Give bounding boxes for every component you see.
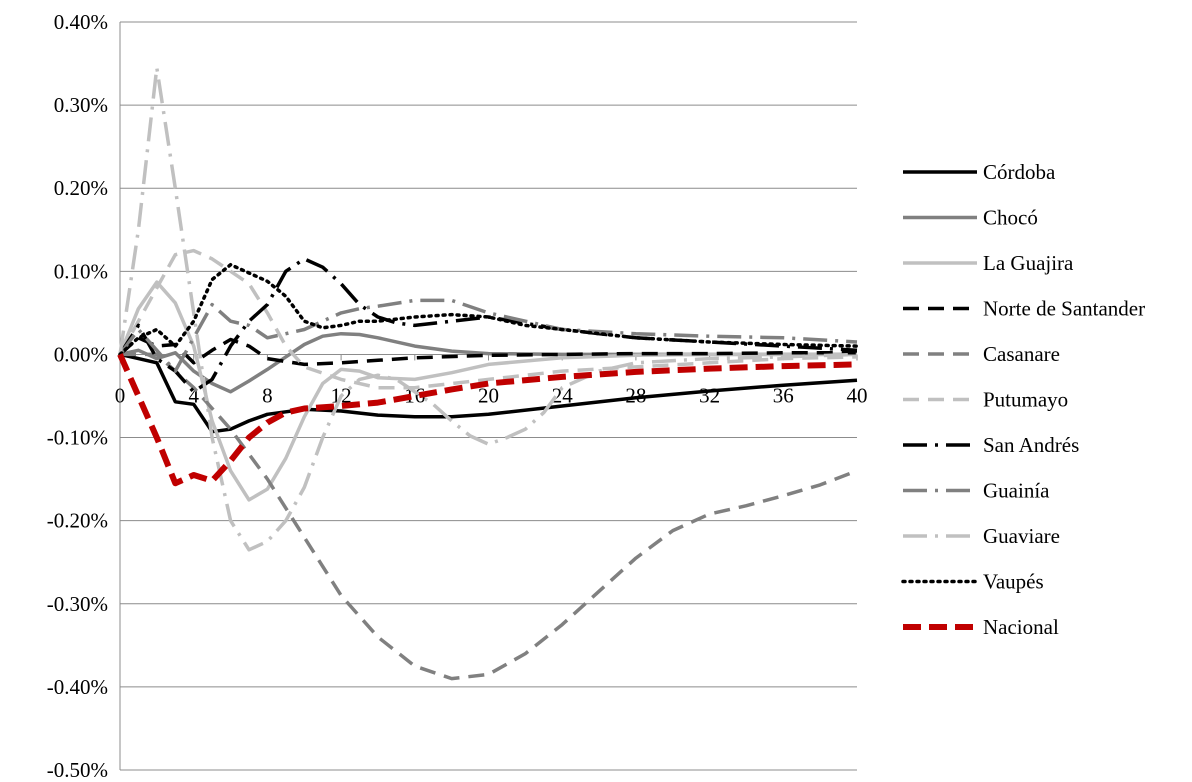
x-tick-label: 4: [188, 383, 199, 407]
series-line-san-andres: [118, 257, 858, 394]
legend-label: Guaviare: [983, 524, 1060, 548]
y-axis-tick-labels: 0.40% 0.30% 0.20% 0.10% 0.00% -0.10% -0.20% -0.…: [47, 10, 108, 782]
legend-label: Córdoba: [983, 160, 1056, 184]
legend-item-casanare: Casanare: [903, 342, 1060, 366]
y-tick-label: -0.30%: [47, 592, 108, 616]
y-tick-label: 0.20%: [54, 176, 108, 200]
series-line-guainia: [118, 298, 858, 373]
series-line-guaviare: [118, 65, 858, 552]
series-line-vaupes: [118, 262, 859, 357]
legend-label: Guainía: [983, 479, 1050, 503]
x-tick-label: 36: [773, 383, 794, 407]
legend-label: Casanare: [983, 342, 1060, 366]
y-tick-label: 0.40%: [54, 10, 108, 34]
legend-item-guainia: Guainía: [903, 479, 1050, 503]
series-line-casanare: [120, 352, 858, 681]
series-lines: [117, 65, 859, 681]
legend-item-guaviare: Guaviare: [903, 524, 1060, 548]
x-tick-label: 40: [847, 383, 868, 407]
series-line-la-guajira: [118, 280, 857, 502]
y-tick-label: 0.10%: [54, 259, 108, 283]
legend-item-choco: Chocó: [903, 206, 1038, 230]
legend-item-norte-de-santander: Norte de Santander: [903, 297, 1145, 321]
y-tick-label: -0.10%: [47, 426, 108, 450]
legend-label: La Guajira: [983, 251, 1074, 275]
legend-item-putumayo: Putumayo: [903, 388, 1068, 412]
legend-item-cordoba: Córdoba: [903, 160, 1056, 184]
y-tick-label: -0.50%: [47, 758, 108, 782]
x-tick-label: 8: [262, 383, 273, 407]
y-tick-label: -0.20%: [47, 509, 108, 533]
legend-item-vaupes: Vaupés: [901, 570, 1044, 594]
legend-label: Nacional: [983, 615, 1059, 639]
legend-label: Vaupés: [983, 570, 1044, 594]
y-tick-label: -0.40%: [47, 675, 108, 699]
legend-item-san-andres: San Andrés: [903, 433, 1079, 457]
legend-label: Putumayo: [983, 388, 1068, 412]
legend-label: Norte de Santander: [983, 297, 1145, 321]
series-line-choco: [119, 331, 857, 394]
legend-item-nacional: Nacional: [903, 615, 1059, 639]
legend: Córdoba Chocó La Guajira Norte de Santander…: [901, 160, 1145, 639]
x-tick-label: 28: [625, 383, 646, 407]
legend-item-la-guajira: La Guajira: [903, 251, 1074, 275]
y-tick-label: 0.00%: [54, 342, 108, 366]
x-tick-label: 32: [699, 383, 720, 407]
x-tick-label: 24: [552, 383, 574, 407]
x-tick-label: 0: [115, 383, 126, 407]
y-tick-label: 0.30%: [54, 93, 108, 117]
x-tick-label: 20: [478, 383, 499, 407]
legend-label: San Andrés: [983, 433, 1079, 457]
series-line-nacional: [117, 353, 858, 487]
legend-label: Chocó: [983, 206, 1038, 230]
